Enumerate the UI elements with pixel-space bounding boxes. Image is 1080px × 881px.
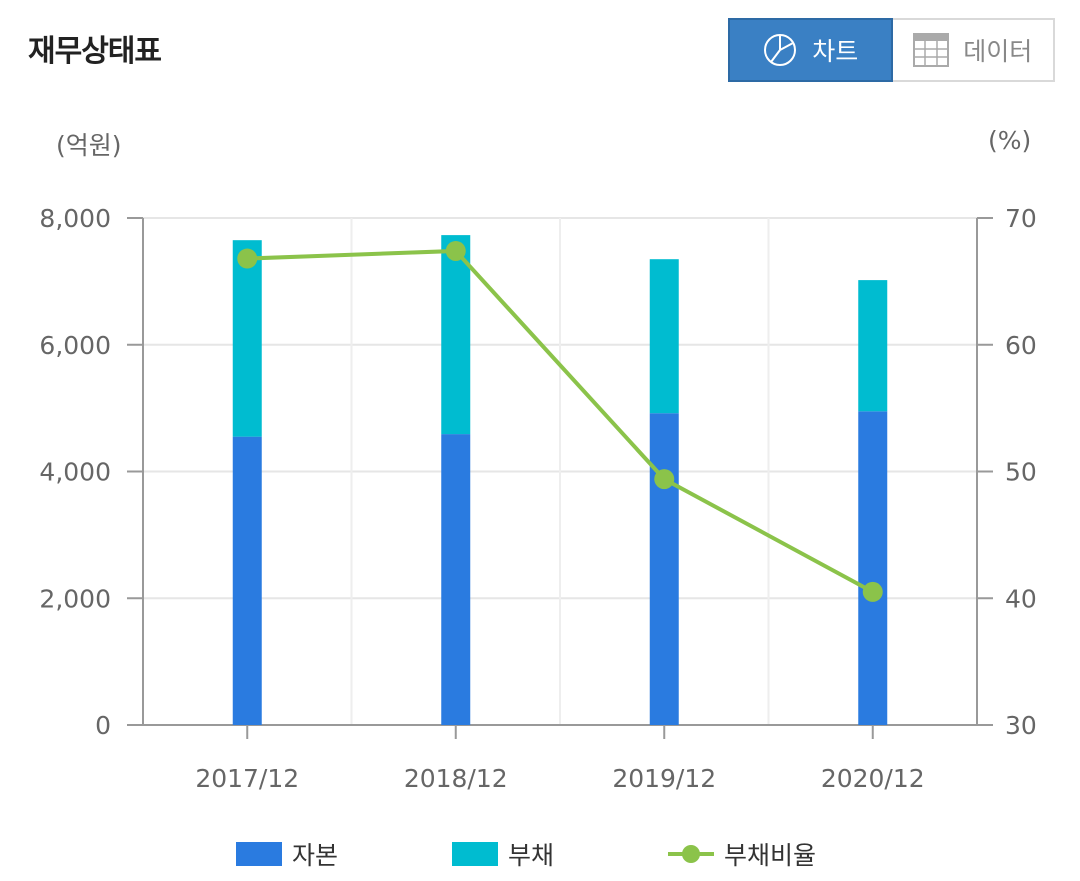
pie-chart-icon [764, 34, 797, 66]
ratio-point [654, 469, 675, 490]
legend-capital[interactable]: 자본 [236, 836, 338, 872]
left-axis-unit: (억원) [56, 131, 122, 160]
x-tick-label: 2020/12 [821, 764, 925, 793]
left-tick-label: 8,000 [39, 204, 111, 233]
ratio-point [445, 240, 466, 261]
ratio-point [862, 581, 883, 602]
right-tick-label: 40 [1005, 584, 1037, 613]
left-tick-label: 4,000 [39, 458, 111, 487]
data-view-button[interactable]: 데이터 [892, 18, 1055, 82]
table-icon [913, 33, 950, 67]
legend-debt-label: 부채 [508, 841, 555, 870]
right-tick-label: 50 [1005, 458, 1037, 487]
bar-debt [441, 235, 471, 435]
x-tick-label: 2017/12 [195, 764, 299, 793]
right-tick-label: 30 [1005, 711, 1037, 740]
bar-capital [649, 413, 679, 725]
view-toggle: 차트 데이터 [728, 18, 1055, 82]
right-tick-label: 60 [1005, 331, 1037, 360]
legend-debt-swatch [452, 842, 498, 866]
chart-view-button[interactable]: 차트 [728, 18, 893, 82]
legend-ratio-label: 부채비율 [724, 841, 817, 870]
x-tick-label: 2019/12 [612, 764, 716, 793]
left-tick-label: 0 [95, 711, 111, 740]
legend-ratio-marker [668, 845, 714, 863]
bar-debt [232, 240, 262, 437]
data-view-label: 데이터 [963, 37, 1033, 66]
left-tick-label: 2,000 [39, 584, 111, 613]
legend-capital-swatch [236, 842, 282, 866]
bar-capital [441, 434, 471, 725]
x-tick-label: 2018/12 [404, 764, 508, 793]
bar-debt [858, 280, 888, 412]
right-tick-label: 70 [1005, 204, 1037, 233]
bar-capital [858, 411, 888, 725]
page-title: 재무상태표 [28, 34, 162, 69]
legend-debt[interactable]: 부채 [452, 836, 554, 872]
bar-debt [649, 259, 679, 414]
legend-capital-label: 자본 [292, 841, 339, 870]
ratio-line [247, 248, 874, 594]
chart-view-label: 차트 [812, 37, 859, 66]
right-axis-unit: (%) [988, 126, 1032, 155]
left-tick-label: 6,000 [39, 331, 111, 360]
legend-ratio[interactable]: 부채비율 [668, 836, 816, 872]
ratio-point [237, 248, 258, 269]
bar-capital [232, 436, 262, 725]
